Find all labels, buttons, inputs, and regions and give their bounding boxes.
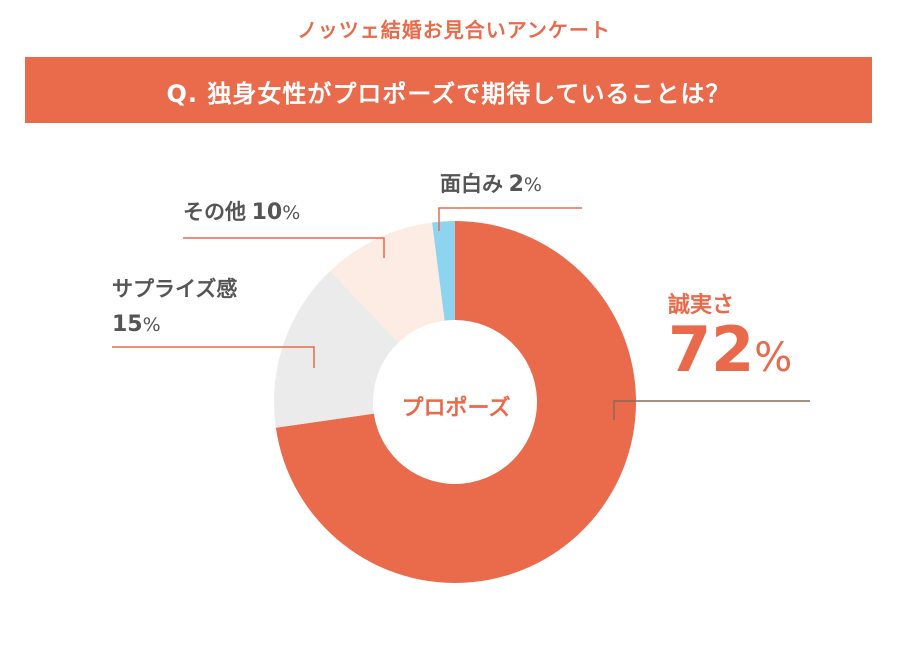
slice-name-sonota: その他 [183, 200, 246, 224]
center-label: プロポーズ [401, 396, 511, 421]
leader-line-seijitsu [613, 400, 810, 420]
slice-value-seijitsu: 72 [668, 313, 755, 386]
slice-seijitsu [275, 221, 636, 583]
slice-label-omoshiromi: 面白み 2% [440, 168, 542, 198]
question-banner: Q. 独身女性がプロポーズで期待していることは？ [25, 57, 872, 123]
slice-name-surprise: サプライズ感 [112, 277, 238, 301]
slice-name-seijitsu: 誠実さ [668, 293, 735, 318]
leader-line-omoshiromi [438, 207, 582, 231]
percent-sign: % [142, 314, 161, 336]
slice-label-seijitsu: 誠実さ 72% [668, 287, 792, 381]
percent-sign: % [523, 174, 542, 196]
slice-value-sonota: 10 [251, 200, 283, 225]
slice-value-surprise: 15 [112, 312, 143, 337]
slice-surprise [274, 271, 399, 428]
survey-subtitle: ノッツェ結婚お見合いアンケート [297, 18, 611, 42]
percent-sign: % [754, 335, 793, 381]
slice-label-sonota: その他 10% [183, 196, 300, 226]
percent-sign: % [282, 202, 301, 224]
slice-omoshiromi [432, 221, 455, 321]
slice-sonota [330, 222, 445, 343]
slice-value-omoshiromi: 2 [508, 172, 524, 197]
leader-line-surprise [112, 346, 315, 368]
slice-label-surprise: サプライズ感 15% [112, 272, 237, 343]
leader-line-sonota [183, 237, 385, 258]
question-text: Q. 独身女性がプロポーズで期待していることは？ [166, 80, 731, 108]
slice-name-omoshiromi: 面白み [440, 172, 503, 196]
